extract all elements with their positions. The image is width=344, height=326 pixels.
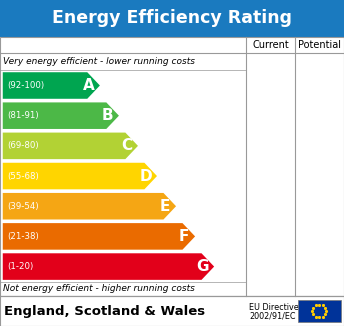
Text: Not energy efficient - higher running costs: Not energy efficient - higher running co… [3,284,195,293]
Polygon shape [3,102,119,129]
Polygon shape [3,133,138,159]
Bar [298,300,341,322]
Polygon shape [3,72,100,99]
Text: B: B [102,108,114,123]
Polygon shape [3,253,214,280]
Text: E: E [160,199,170,214]
Text: A: A [83,78,94,93]
Bar [0,296,344,326]
Text: Energy Efficiency Rating: Energy Efficiency Rating [52,9,292,27]
Text: (21-38): (21-38) [7,232,39,241]
Text: D: D [139,169,152,184]
Text: (39-54): (39-54) [7,202,39,211]
Text: Potential: Potential [298,40,341,50]
Polygon shape [3,163,157,189]
Bar [0,0,344,37]
Text: G: G [196,259,209,274]
Polygon shape [3,193,176,219]
Text: 2002/91/EC: 2002/91/EC [249,311,296,320]
Text: F: F [179,229,189,244]
Text: Very energy efficient - lower running costs: Very energy efficient - lower running co… [3,57,195,67]
Text: EU Directive: EU Directive [249,303,299,312]
Text: Current: Current [252,40,289,50]
Text: (81-91): (81-91) [7,111,39,120]
Text: (69-80): (69-80) [7,141,39,150]
Text: C: C [121,138,132,153]
Text: (92-100): (92-100) [7,81,44,90]
Bar [0,37,344,296]
Polygon shape [3,223,195,250]
Text: (55-68): (55-68) [7,171,39,181]
Text: England, Scotland & Wales: England, Scotland & Wales [4,304,205,318]
Text: (1-20): (1-20) [7,262,33,271]
